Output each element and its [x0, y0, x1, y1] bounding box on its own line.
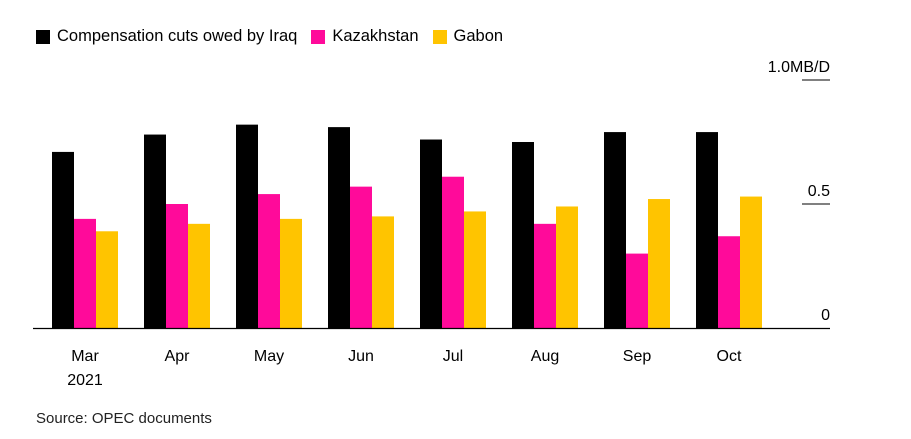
legend-item-iraq: Compensation cuts owed by Iraq [36, 27, 297, 46]
x-tick-label-aug: Aug [531, 348, 559, 365]
y-tick-label-2: 0 [821, 307, 830, 324]
source-note: Source: OPEC documents [36, 410, 212, 427]
bar-jul-gabon [464, 211, 486, 328]
bar-aug-iraq [512, 142, 534, 328]
legend-label-kazakhstan: Kazakhstan [332, 27, 419, 45]
x-tick-label-mar: Mar [71, 348, 99, 365]
legend-swatch-iraq [36, 29, 50, 44]
bar-oct-gabon [740, 196, 762, 328]
bar-aug-gabon [556, 206, 578, 328]
bar-sep-iraq [604, 132, 626, 328]
y-tick-label-1: 0.5 [808, 183, 830, 200]
bar-may-gabon [280, 218, 302, 328]
bar-aug-kazakhstan [534, 223, 556, 328]
legend-item-gabon: Gabon [432, 27, 504, 46]
legend-swatch-kazakhstan [311, 29, 326, 44]
bar-may-kazakhstan [258, 194, 280, 328]
bar-jul-kazakhstan [442, 176, 464, 328]
x-tick-label-sep: Sep [623, 348, 652, 365]
bar-oct-kazakhstan [718, 236, 740, 328]
bar-mar-kazakhstan [74, 218, 96, 328]
legend-label-iraq: Compensation cuts owed by Iraq [57, 27, 298, 45]
bar-jun-gabon [372, 216, 394, 328]
bar-apr-kazakhstan [166, 204, 188, 328]
bar-may-iraq [236, 124, 258, 328]
bar-sep-gabon [648, 199, 670, 328]
y-tick-label-0: 1.0MB/D [768, 59, 830, 76]
legend-item-kazakhstan: Kazakhstan [311, 27, 419, 46]
bar-jun-iraq [328, 127, 350, 329]
bar-jun-kazakhstan [350, 186, 372, 328]
legend-swatch-gabon [432, 29, 447, 44]
bar-apr-gabon [188, 223, 210, 328]
x-tick-label-oct: Oct [717, 348, 742, 365]
chart-legend: Compensation cuts owed by Iraq Kazakhsta… [36, 27, 517, 46]
x-tick-sublabel-mar: 2021 [67, 372, 103, 389]
x-tick-label-jul: Jul [443, 348, 463, 365]
x-tick-label-may: May [254, 348, 284, 365]
bar-oct-iraq [696, 132, 718, 328]
bar-jul-iraq [420, 139, 442, 328]
bar-sep-kazakhstan [626, 253, 648, 328]
bar-mar-iraq [52, 151, 74, 328]
bar-apr-iraq [144, 134, 166, 328]
x-tick-label-jun: Jun [348, 348, 374, 365]
x-tick-label-apr: Apr [165, 348, 191, 365]
legend-label-gabon: Gabon [453, 27, 504, 45]
bar-mar-gabon [96, 231, 118, 328]
